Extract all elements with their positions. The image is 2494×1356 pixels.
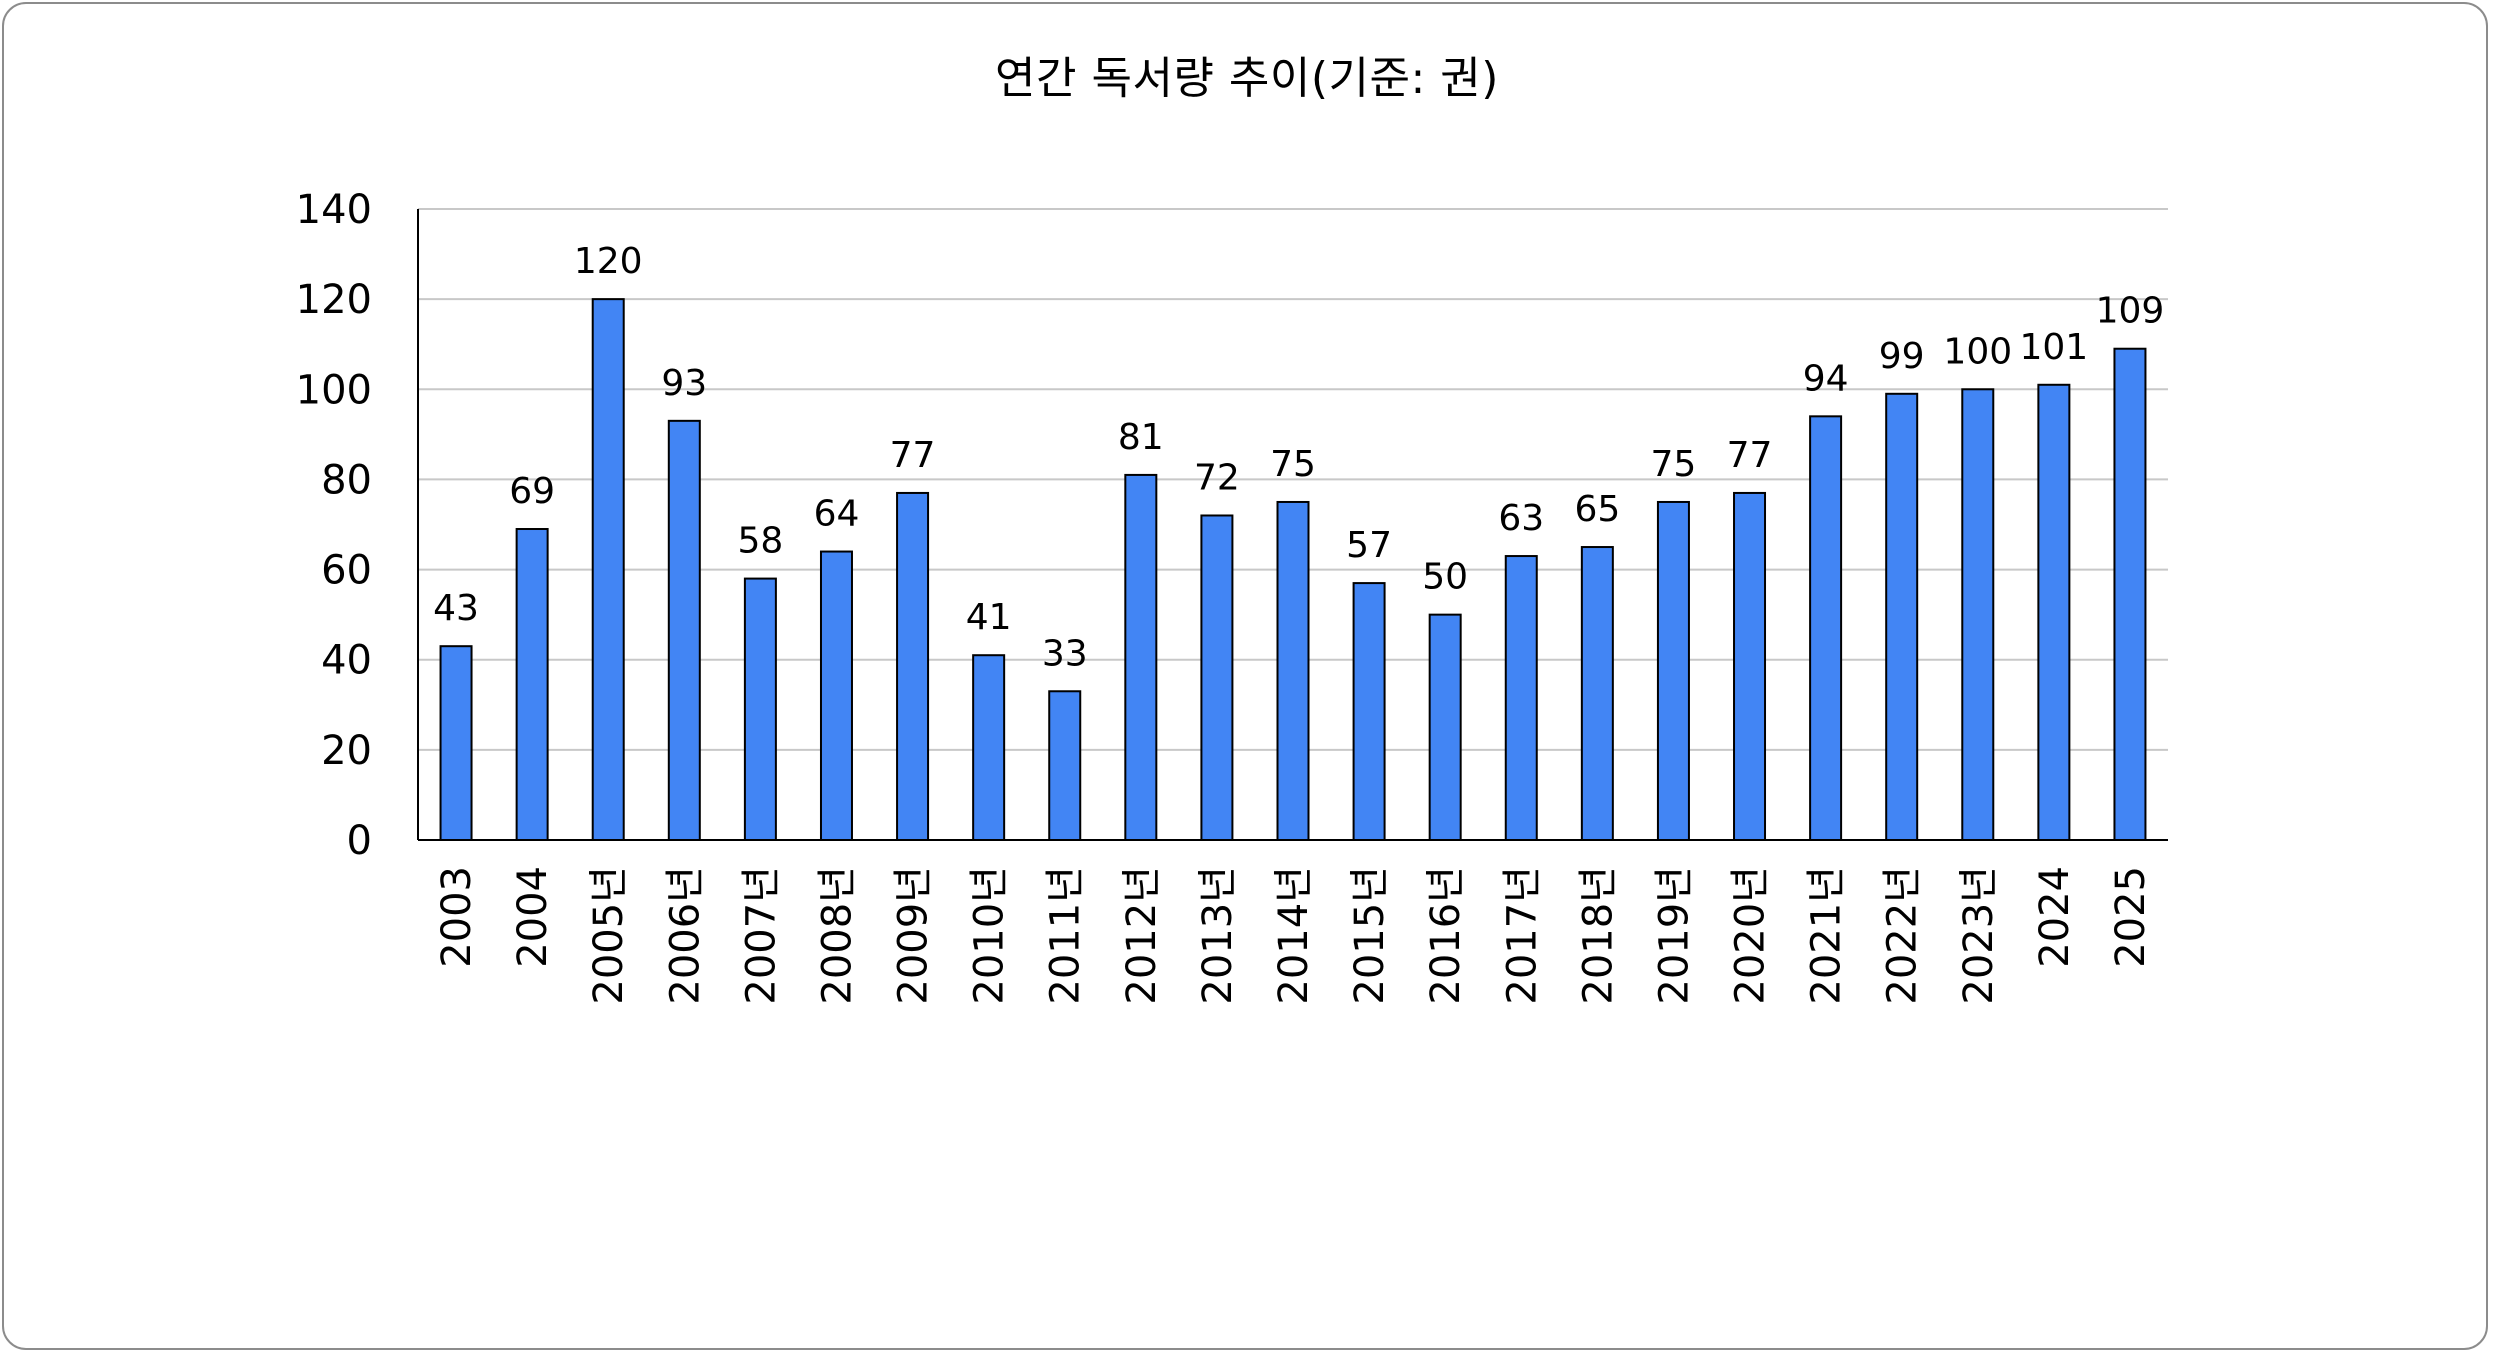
x-tick-label: 2020년 [1728, 866, 1774, 1005]
x-tick-label: 2007년 [738, 866, 784, 1005]
data-label: 77 [890, 435, 936, 476]
y-tick-label: 120 [296, 277, 372, 323]
data-label: 94 [1803, 358, 1849, 399]
x-tick-label: 2022년 [1880, 866, 1926, 1005]
data-label: 33 [1042, 633, 1088, 674]
bar [1809, 415, 1843, 841]
data-label: 57 [1346, 525, 1392, 566]
bar [1048, 690, 1082, 841]
data-label: 75 [1651, 444, 1697, 485]
data-label: 93 [661, 363, 707, 404]
x-tick-label: 2009년 [891, 866, 937, 1005]
bar [1504, 555, 1538, 841]
data-label: 58 [737, 521, 783, 562]
data-label: 50 [1422, 557, 1468, 598]
data-label: 109 [2096, 291, 2165, 332]
y-tick-label: 60 [321, 548, 372, 594]
x-tick-label: 2019년 [1651, 866, 1697, 1005]
x-tick-label: 2014년 [1271, 866, 1317, 1005]
x-tick-label: 2011년 [1043, 866, 1089, 1005]
x-tick-label: 2017년 [1499, 866, 1545, 1005]
data-labels: 43 69 120 93 58 64 77 41 33 81 72 75 57 50 63 65 75 77 94 9… [433, 241, 2164, 674]
bar [819, 550, 853, 841]
bar [743, 577, 777, 841]
y-tick-label: 0 [347, 818, 372, 864]
bar [1428, 613, 1462, 842]
bar [1124, 473, 1158, 841]
chart-title: 연간 독서량 추이(기준: 권) [995, 53, 1499, 104]
bar [667, 419, 701, 841]
y-tick-label: 140 [296, 187, 372, 233]
x-tick-label: 2008년 [814, 866, 860, 1005]
x-tick-label: 2018년 [1575, 866, 1621, 1005]
x-tick-label: 2015년 [1347, 866, 1393, 1005]
x-tick-label: 2016년 [1423, 866, 1469, 1005]
data-label: 65 [1574, 489, 1620, 530]
x-tick-label: 2024 [2032, 866, 2078, 968]
bar [1885, 392, 1919, 841]
bar [439, 645, 473, 842]
bar [972, 654, 1006, 842]
y-tick-label: 100 [296, 367, 372, 413]
data-label: 81 [1118, 417, 1164, 458]
axes [417, 209, 2168, 841]
x-tick-label: 2003 [434, 866, 480, 968]
bar [2037, 383, 2071, 841]
y-tick-label: 40 [321, 638, 372, 684]
bar [1352, 582, 1386, 841]
bar [1276, 500, 1310, 841]
y-tick-label: 80 [321, 457, 372, 503]
data-label: 75 [1270, 444, 1316, 485]
x-tick-labels: 2003 2004 2005년 2006년 2007년 2008년 2009년 2010년 20… [434, 866, 2154, 1005]
bar [1200, 514, 1234, 841]
data-label: 43 [433, 588, 479, 629]
x-tick-label: 2004 [510, 866, 556, 968]
x-tick-label: 2010년 [967, 866, 1013, 1005]
data-label: 99 [1879, 336, 1925, 377]
data-label: 72 [1194, 457, 1240, 498]
bar [1580, 546, 1614, 841]
bar [1656, 500, 1690, 841]
x-tick-label: 2021년 [1804, 866, 1850, 1005]
data-label: 64 [814, 494, 860, 535]
data-label: 101 [2020, 327, 2089, 368]
data-label: 100 [1943, 331, 2012, 372]
x-tick-label: 2012년 [1119, 866, 1165, 1005]
bar [515, 528, 549, 841]
x-tick-label: 2025 [2108, 866, 2154, 968]
x-tick-label: 2005년 [586, 866, 632, 1005]
x-tick-label: 2023년 [1956, 866, 2002, 1005]
x-tick-label: 2006년 [662, 866, 708, 1005]
data-label: 120 [574, 241, 643, 282]
x-tick-label: 2013년 [1195, 866, 1241, 1005]
bar [1961, 388, 1995, 841]
bar [896, 491, 930, 841]
data-label: 41 [966, 597, 1012, 638]
data-label: 77 [1727, 435, 1773, 476]
data-label: 63 [1498, 498, 1544, 539]
y-tick-labels: 0 20 40 60 80 100 120 140 [296, 187, 372, 864]
bar [591, 298, 625, 841]
y-tick-label: 20 [321, 728, 372, 774]
bar [2113, 347, 2147, 841]
data-label: 69 [509, 471, 555, 512]
bar [1733, 491, 1767, 841]
